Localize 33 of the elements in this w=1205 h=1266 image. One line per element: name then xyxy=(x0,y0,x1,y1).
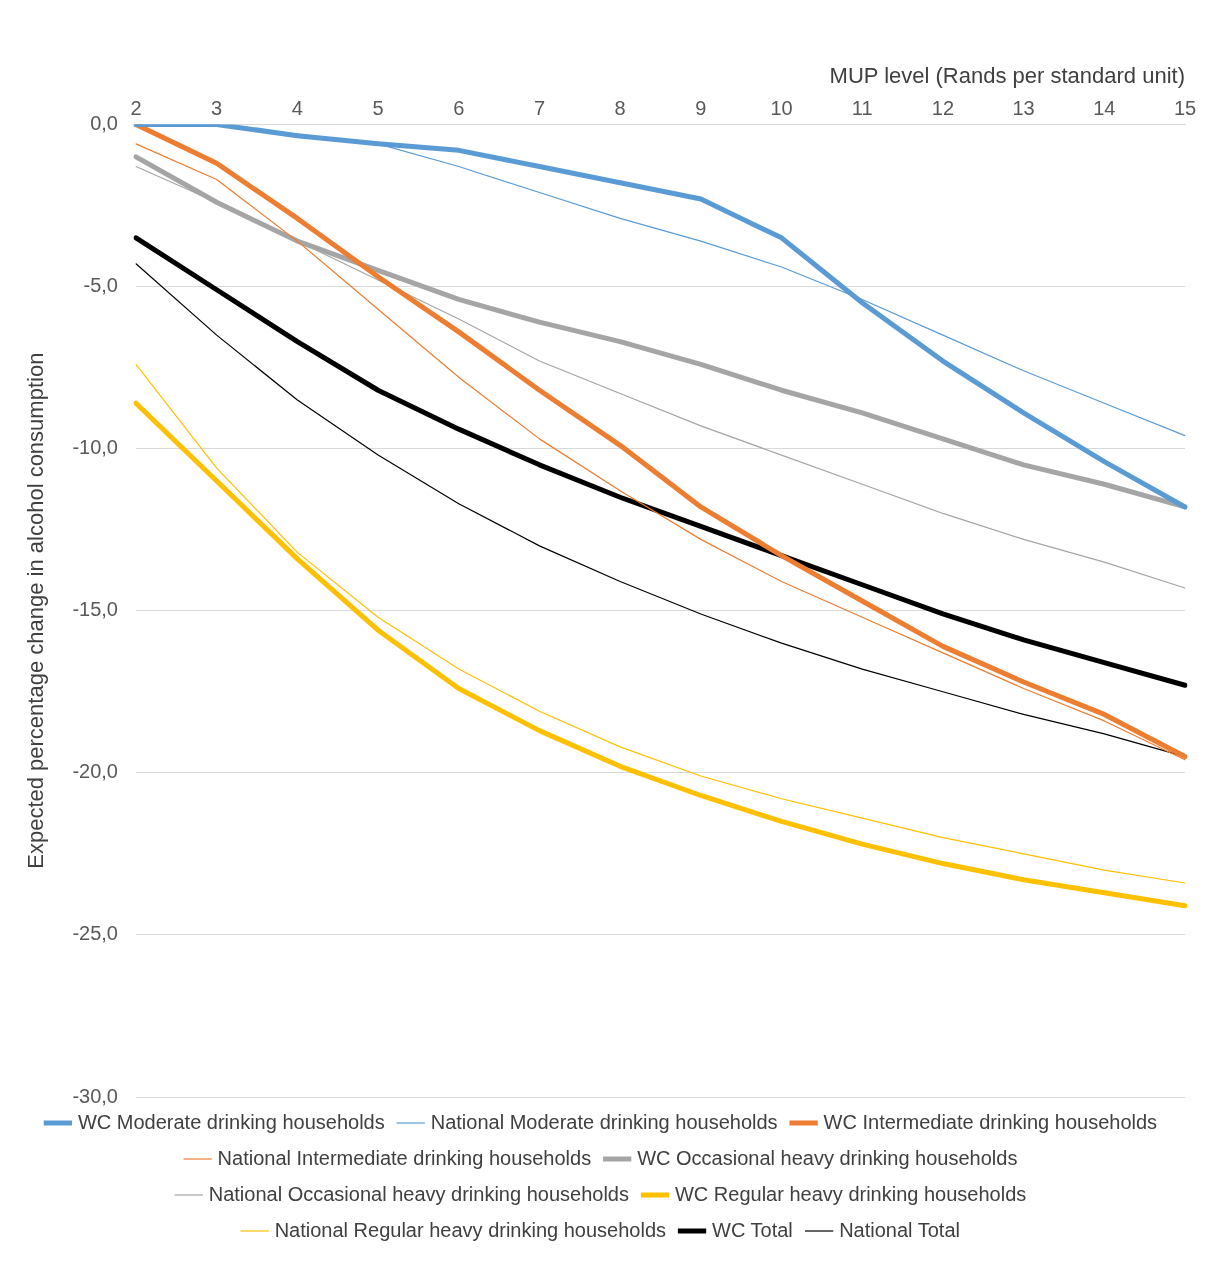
y-axis-title: Expected percentage change in alcohol consumption xyxy=(23,352,49,869)
y-tick-label: 0,0 xyxy=(90,111,118,134)
x-tick-label: 13 xyxy=(1012,96,1035,119)
legend-label: National Regular heavy drinking households xyxy=(274,1218,667,1241)
legend-label: WC Intermediate drinking households xyxy=(823,1110,1158,1133)
legend-label: WC Regular heavy drinking households xyxy=(674,1182,1027,1205)
y-tick-label: -10,0 xyxy=(72,436,118,459)
x-tick-label: 7 xyxy=(533,96,546,119)
legend-label: National Intermediate drinking households xyxy=(217,1146,592,1169)
legend-label: WC Moderate drinking households xyxy=(77,1110,385,1133)
x-tick-label: 6 xyxy=(453,96,465,119)
y-tick-label: -15,0 xyxy=(72,598,118,621)
x-tick-label: 15 xyxy=(1173,96,1197,119)
legend-label: WC Occasional heavy drinking households xyxy=(637,1146,1018,1169)
x-tick-label: 12 xyxy=(931,96,955,119)
x-tick-label: 10 xyxy=(770,96,793,119)
x-tick-label: 8 xyxy=(614,96,626,119)
x-tick-label: 9 xyxy=(695,96,707,119)
x-tick-label: 4 xyxy=(291,96,303,119)
x-tick-label: 2 xyxy=(130,96,142,119)
y-tick-label: -5,0 xyxy=(83,274,118,297)
x-tick-label: 5 xyxy=(372,96,384,119)
y-tick-label: -25,0 xyxy=(72,922,118,945)
y-tick-label: -30,0 xyxy=(72,1084,118,1107)
legend-label: National Total xyxy=(839,1218,960,1241)
x-tick-label: 3 xyxy=(211,96,223,119)
x-axis-title: MUP level (Rands per standard unit) xyxy=(829,63,1185,89)
legend-label: National Occasional heavy drinking households xyxy=(208,1182,629,1205)
legend-label: WC Total xyxy=(712,1218,793,1241)
y-tick-label: -20,0 xyxy=(72,760,118,783)
legend-label: National Moderate drinking households xyxy=(430,1110,778,1133)
x-tick-label: 14 xyxy=(1093,96,1116,119)
x-tick-label: 11 xyxy=(851,96,873,119)
